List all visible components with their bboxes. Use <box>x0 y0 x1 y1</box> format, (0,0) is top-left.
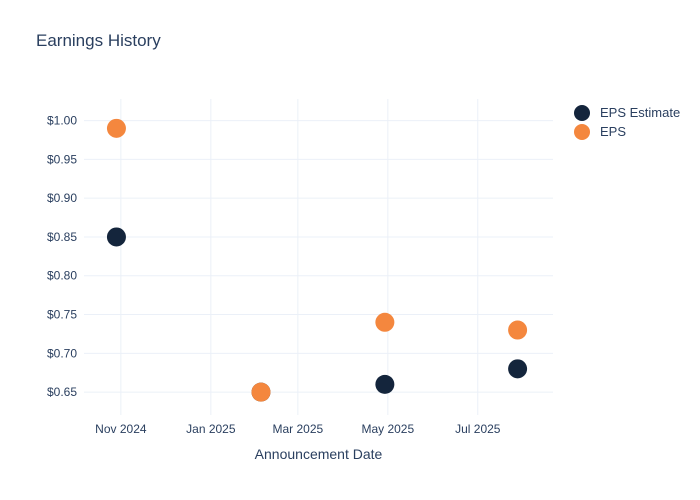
chart-title: Earnings History <box>36 31 161 50</box>
data-point-eps-estimate[interactable] <box>106 227 126 247</box>
y-tick-label: $0.90 <box>47 191 77 205</box>
x-tick-label: Jul 2025 <box>455 422 501 436</box>
legend-label-eps: EPS <box>600 124 627 139</box>
x-tick-label: Jan 2025 <box>186 422 236 436</box>
y-tick-label: $0.85 <box>47 230 77 244</box>
data-point-eps-estimate[interactable] <box>508 359 528 379</box>
y-tick-label: $0.65 <box>47 385 77 399</box>
y-tick-label: $0.95 <box>47 152 77 166</box>
x-tick-label: May 2025 <box>361 422 414 436</box>
legend-label-eps-estimate: EPS Estimate <box>600 105 681 120</box>
legend: EPS Estimate EPS <box>574 103 680 141</box>
eps-estimate-marker-icon <box>574 104 590 121</box>
y-tick-label: $0.75 <box>47 308 77 322</box>
x-tick-label: Mar 2025 <box>273 422 324 436</box>
y-tick-label: $0.80 <box>47 269 77 283</box>
legend-item-eps-estimate[interactable]: EPS Estimate <box>574 103 680 122</box>
data-point-eps[interactable] <box>508 320 528 340</box>
data-point-eps-estimate[interactable] <box>375 374 395 394</box>
legend-item-eps[interactable]: EPS <box>574 122 680 141</box>
x-axis-title: Announcement Date <box>254 446 383 462</box>
y-tick-label: $1.00 <box>47 114 77 128</box>
data-point-eps[interactable] <box>106 118 126 138</box>
data-point-eps[interactable] <box>375 312 395 332</box>
y-tick-label: $0.70 <box>47 346 77 360</box>
x-tick-label: Nov 2024 <box>95 422 147 436</box>
eps-marker-icon <box>574 123 590 140</box>
data-point-eps[interactable] <box>251 382 271 402</box>
